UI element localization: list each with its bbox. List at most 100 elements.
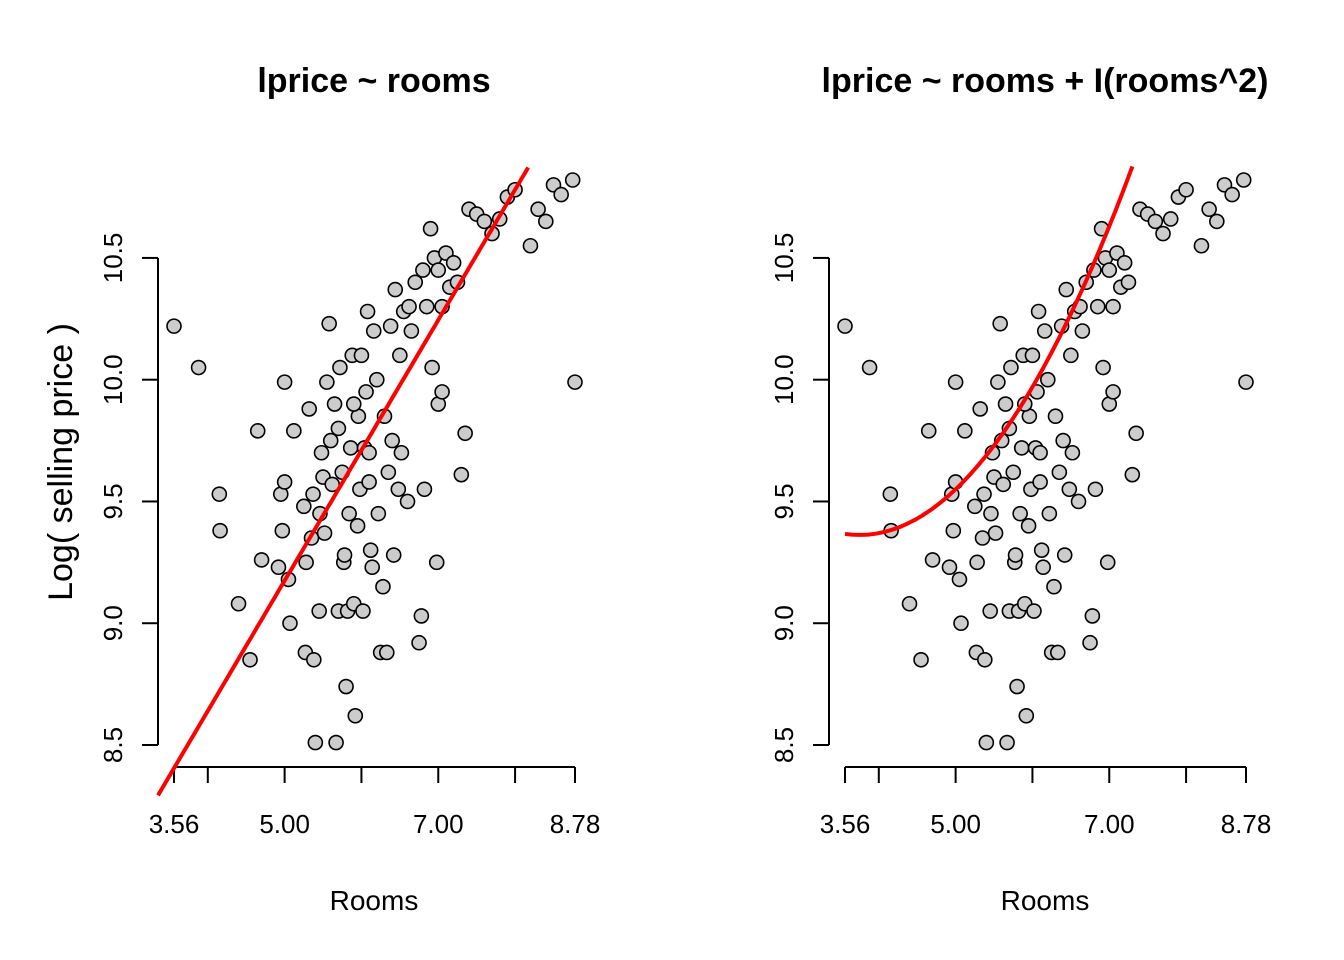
y-tick-label: 10.0: [98, 354, 128, 405]
x-axis-label: Rooms: [330, 885, 419, 916]
data-point: [364, 559, 380, 576]
data-point: [341, 505, 357, 522]
data-point: [415, 262, 431, 278]
data-point: [453, 466, 470, 483]
data-point: [230, 595, 247, 612]
data-point: [972, 401, 989, 417]
data-point: [1030, 303, 1047, 320]
data-point: [1201, 201, 1217, 218]
data-point: [326, 396, 343, 412]
data-point: [837, 318, 853, 334]
y-tick-label: 9.5: [98, 483, 128, 519]
data-point: [301, 401, 318, 417]
data-point: [1032, 444, 1048, 461]
data-point: [319, 374, 335, 390]
data-point: [430, 262, 447, 278]
data-point: [276, 474, 293, 490]
data-point: [1105, 384, 1121, 400]
data-point: [957, 423, 973, 439]
data-point: [249, 423, 266, 439]
data-point: [1049, 644, 1066, 661]
data-point: [1124, 466, 1141, 483]
x-tick-label: 8.78: [550, 809, 601, 839]
data-point: [242, 651, 258, 668]
y-tick-label: 9.5: [769, 483, 799, 519]
data-point: [424, 359, 440, 376]
data-point: [428, 554, 445, 571]
data-point: [982, 603, 998, 619]
data-point: [362, 542, 379, 558]
data-point: [270, 559, 287, 576]
data-point: [413, 608, 430, 624]
data-point: [282, 615, 298, 632]
data-point: [411, 634, 427, 651]
data-point: [1070, 493, 1087, 510]
data-point: [359, 303, 376, 320]
data-point: [997, 396, 1014, 412]
data-point: [978, 734, 995, 751]
data-point: [567, 374, 583, 390]
data-point: [553, 186, 569, 203]
data-point: [1120, 274, 1137, 291]
data-point: [476, 213, 493, 230]
data-point: [1162, 211, 1179, 227]
x-tick-label: 8.78: [1221, 809, 1272, 839]
data-point: [1063, 347, 1079, 364]
data-point: [1058, 281, 1075, 298]
data-point: [358, 384, 374, 400]
data-point: [387, 281, 404, 298]
data-point: [1020, 518, 1037, 534]
data-point: [945, 522, 962, 539]
data-point: [253, 552, 270, 568]
data-point: [1012, 505, 1028, 522]
data-point: [992, 315, 1008, 332]
data-point: [369, 371, 385, 388]
data-point: [211, 486, 228, 502]
data-point: [338, 678, 354, 695]
data-point: [393, 444, 410, 461]
data-point: [983, 505, 999, 522]
data-point: [1178, 181, 1194, 198]
data-point: [1041, 505, 1058, 522]
data-point: [969, 554, 985, 571]
data-point: [332, 359, 348, 376]
data-point: [1033, 542, 1050, 558]
data-point: [1116, 255, 1133, 271]
data-point: [1051, 464, 1068, 481]
fit-line: [156, 166, 530, 797]
data-point: [276, 374, 293, 390]
data-point: [1155, 225, 1171, 242]
data-point: [987, 525, 1004, 541]
data-point: [1024, 347, 1041, 364]
plot-area: 8.5 9.0 9.5 10.0 10.5 3.56 5.00 7.00 8.78: [98, 166, 601, 839]
data-point: [1005, 464, 1022, 481]
data-point: [924, 552, 941, 568]
data-point: [342, 440, 359, 456]
data-point: [166, 318, 182, 334]
data-point: [296, 498, 312, 515]
data-point: [1193, 237, 1210, 254]
data-point: [274, 522, 291, 539]
data-point: [1009, 678, 1025, 695]
data-point: [1018, 707, 1035, 724]
data-point: [1013, 440, 1030, 456]
y-tick-label: 10.5: [98, 233, 128, 284]
data-point: [1105, 298, 1121, 315]
data-point: [1224, 186, 1240, 203]
data-point: [999, 734, 1015, 751]
data-point: [375, 578, 391, 595]
data-point: [564, 172, 581, 188]
data-point: [361, 474, 377, 490]
data-point: [316, 525, 333, 541]
y-tick-label: 9.0: [98, 605, 128, 641]
data-point: [977, 651, 993, 668]
data-point: [392, 347, 408, 364]
data-point: [434, 384, 450, 400]
y-tick-label: 10.5: [769, 233, 799, 284]
data-point: [1099, 554, 1116, 571]
panel-right: lprice ~ rooms + I(rooms^2) Rooms 8.5 9.0…: [769, 62, 1271, 916]
data-point: [882, 486, 899, 502]
data-point: [1003, 359, 1019, 376]
x-axis-label: Rooms: [1001, 885, 1090, 916]
data-point: [1087, 481, 1104, 498]
